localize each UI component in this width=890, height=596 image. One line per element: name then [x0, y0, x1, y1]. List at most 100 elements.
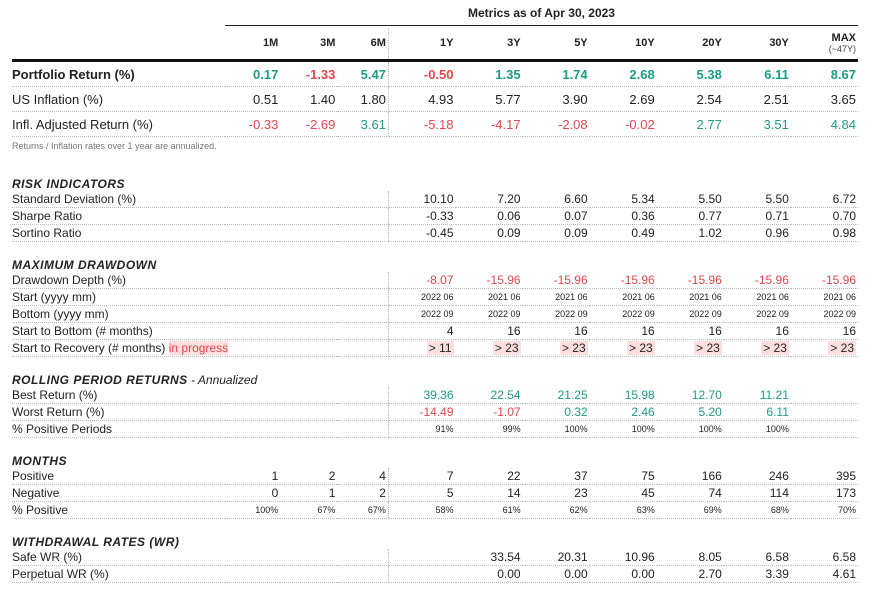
cell-value: > 23 — [627, 341, 655, 355]
cell-value: 100% — [564, 424, 588, 434]
row-label-text: US Inflation (%) — [12, 91, 104, 107]
value-cell — [337, 420, 389, 438]
value-cell: 1.02 — [656, 224, 724, 242]
row-label: Start (yyyy mm) — [12, 288, 226, 306]
column-label: 1Y — [440, 37, 454, 49]
value-cell: 22 — [455, 468, 523, 485]
value-cell — [337, 339, 389, 357]
value-cell: 12.70 — [656, 387, 724, 404]
row-label: % Positive Periods — [12, 420, 226, 438]
cell-value: 0.32 — [564, 405, 588, 419]
table-row: Sharpe Ratio -0.33 0.06 0.07 0.36 0.77 0.71 0.7… — [12, 207, 858, 225]
value-cell: -2.69 — [280, 111, 338, 137]
cell-value: 0.17 — [253, 66, 279, 82]
cell-value: 6.72 — [832, 192, 856, 206]
value-cell: 4 — [337, 468, 389, 485]
cell-value: 67% — [367, 505, 386, 515]
row-label-text: % Positive — [12, 503, 69, 517]
value-cell: -15.96 — [522, 272, 590, 289]
value-cell: 14 — [455, 484, 523, 502]
value-cell: 5.50 — [656, 191, 724, 208]
value-cell — [337, 305, 389, 323]
value-cell: -15.96 — [455, 272, 523, 289]
value-cell: 5.20 — [656, 403, 724, 421]
cell-value: 2.68 — [629, 66, 655, 82]
value-cell — [337, 549, 389, 566]
value-cell: 100% — [522, 420, 590, 438]
value-cell: 0.98 — [790, 224, 858, 242]
value-cell: 74 — [656, 484, 724, 502]
cell-value: -5.18 — [423, 116, 454, 132]
cell-value: 6.58 — [832, 550, 856, 564]
cell-value: -0.50 — [423, 66, 454, 82]
value-cell: 16 — [589, 322, 657, 340]
cell-value: 6.58 — [765, 550, 789, 564]
value-cell: 8.67 — [790, 60, 858, 87]
value-cell: -15.96 — [656, 272, 724, 289]
cell-value: -0.45 — [426, 226, 454, 240]
row-label: Sortino Ratio — [12, 224, 226, 242]
value-cell: 0.00 — [522, 565, 590, 583]
row-label: Standard Deviation (%) — [12, 191, 226, 208]
value-cell: 10.96 — [589, 549, 657, 566]
cell-value: 0.09 — [564, 226, 588, 240]
value-cell: 58% — [387, 501, 456, 519]
value-cell — [337, 272, 389, 289]
cell-value: 2021 06 — [689, 292, 722, 302]
value-cell: > 23 — [589, 339, 657, 357]
cell-value: 3.39 — [765, 567, 789, 581]
section-header: MONTHS — [12, 438, 858, 468]
section-title: MAXIMUM DRAWDOWN — [12, 242, 858, 272]
value-cell — [280, 272, 338, 289]
value-cell — [790, 403, 858, 421]
value-cell: 5.38 — [656, 60, 724, 87]
row-label-text: Sortino Ratio — [12, 226, 82, 240]
value-cell: 2.77 — [656, 111, 724, 137]
cell-value: 10.96 — [624, 550, 655, 564]
value-cell: 99% — [455, 420, 523, 438]
value-cell — [280, 207, 338, 225]
row-label: US Inflation (%) — [12, 86, 226, 112]
value-cell: -0.45 — [387, 224, 456, 242]
value-cell — [280, 191, 338, 208]
cell-value: 3.61 — [360, 116, 386, 132]
value-cell: 0 — [225, 484, 281, 502]
section-title: WITHDRAWAL RATES (WR) — [12, 519, 858, 549]
value-cell: 0.77 — [656, 207, 724, 225]
value-cell: 2021 06 — [589, 288, 657, 306]
value-cell: 100% — [723, 420, 791, 438]
cell-value: 2.51 — [763, 91, 789, 107]
row-label-text: Standard Deviation (%) — [12, 192, 137, 206]
row-label-text: Portfolio Return (%) — [12, 66, 135, 82]
value-cell: 3.90 — [522, 86, 590, 112]
value-cell: -1.33 — [280, 60, 338, 87]
column-header-row: 1M 3M 6M 1Y 3Y 5Y 10Y 20Y 30Y MAX (~47Y) — [12, 28, 858, 61]
value-cell: 5.34 — [589, 191, 657, 208]
value-cell: 2022 09 — [589, 305, 657, 323]
value-cell — [337, 207, 389, 225]
value-cell: 4 — [387, 322, 456, 340]
value-cell: 2022 09 — [522, 305, 590, 323]
cell-value: 62% — [569, 505, 588, 515]
column-header-10y: 10Y — [590, 28, 657, 61]
cell-value: -2.69 — [305, 116, 336, 132]
row-label: Worst Return (%) — [12, 403, 226, 421]
value-cell: 91% — [387, 420, 456, 438]
table-row: Worst Return (%) -14.49 -1.07 0.32 2.46 5.20 6… — [12, 403, 858, 421]
column-header-20y: 20Y — [657, 28, 724, 61]
value-cell: 2021 06 — [522, 288, 590, 306]
cell-value: 2022 09 — [555, 309, 588, 319]
cell-value: -15.96 — [486, 273, 521, 287]
table-row: US Inflation (%) 0.51 1.40 1.80 4.93 5.77 3.90… — [12, 86, 858, 112]
value-cell — [337, 403, 389, 421]
section-header: WITHDRAWAL RATES (WR) — [12, 519, 858, 549]
value-cell: 2021 06 — [723, 288, 791, 306]
value-cell: 1 — [280, 484, 338, 502]
value-cell — [225, 549, 281, 566]
cell-value: 5.47 — [360, 66, 386, 82]
cell-value: 45 — [641, 486, 655, 500]
value-cell — [280, 305, 338, 323]
column-label: 20Y — [702, 37, 722, 49]
cell-value: 100% — [765, 424, 789, 434]
value-cell: 75 — [589, 468, 657, 485]
